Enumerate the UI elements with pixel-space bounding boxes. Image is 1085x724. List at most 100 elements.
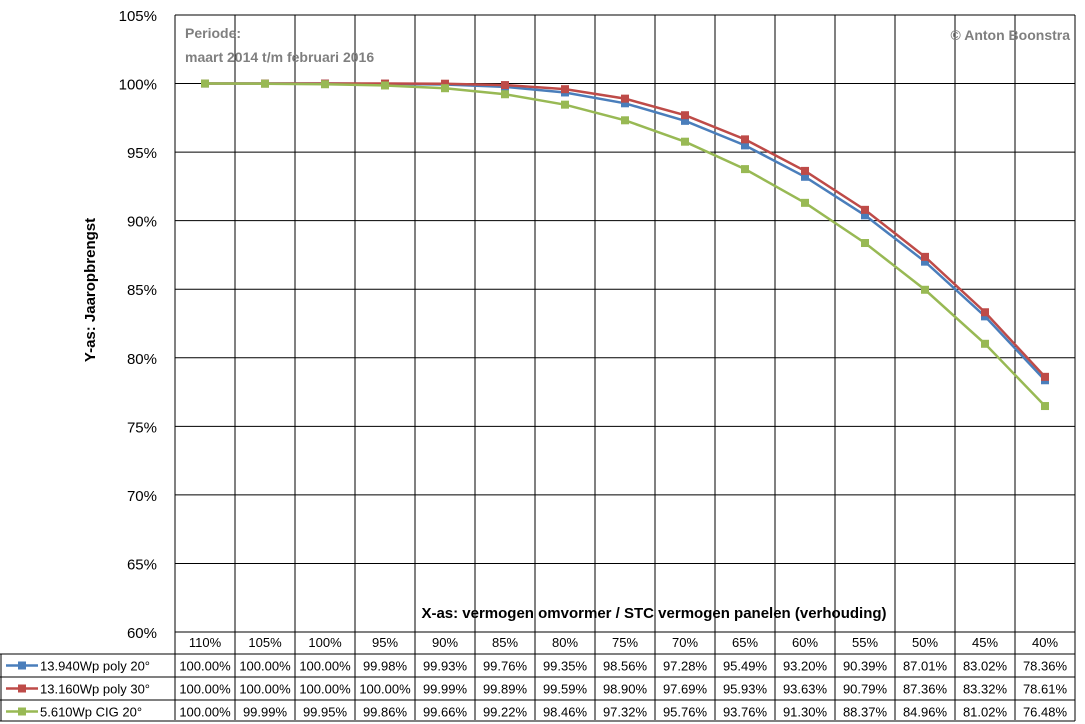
table-cell-value: 100.00% [299, 659, 351, 674]
grid-lines [174, 14, 1076, 721]
table-cell-value: 88.37% [843, 705, 888, 720]
y-tick-label: 95% [127, 145, 157, 162]
table-cell-value: 99.35% [543, 659, 588, 674]
table-cell-value: 87.01% [903, 659, 948, 674]
table-cell-value: 78.61% [1023, 682, 1068, 697]
x-tick-label: 50% [912, 635, 938, 650]
data-point [801, 198, 809, 207]
table-cell-value: 91.30% [783, 705, 828, 720]
y-tick-label: 60% [127, 625, 157, 642]
data-point [861, 205, 869, 214]
data-point [981, 308, 989, 317]
table-cell-value: 100.00% [179, 682, 231, 697]
x-tick-label: 60% [792, 635, 818, 650]
table-cell-value: 97.69% [663, 682, 708, 697]
series-line [205, 82, 1046, 378]
data-point [681, 111, 689, 120]
legend-key-marker [18, 661, 26, 670]
x-tick-label: 75% [612, 635, 638, 650]
data-point [501, 81, 509, 90]
table-cell-value: 93.63% [783, 682, 828, 697]
y-tick-label: 65% [127, 556, 157, 573]
table-cell-value: 98.56% [603, 659, 648, 674]
table-cell-value: 97.32% [603, 705, 648, 720]
x-tick-label: 80% [552, 635, 578, 650]
table-cell-value: 99.59% [543, 682, 588, 697]
x-tick-label: 55% [852, 635, 878, 650]
table-cell-value: 97.28% [663, 659, 708, 674]
y-tick-label: 90% [127, 214, 157, 231]
data-point [1041, 402, 1049, 411]
data-point [921, 257, 929, 266]
table-cell-value: 87.36% [903, 682, 948, 697]
copyright-text: © Anton Boonstra [951, 27, 1071, 43]
legend-series-name: 13.160Wp poly 30° [40, 682, 150, 697]
legend-series-name: 5.610Wp CIG 20° [40, 705, 142, 720]
data-point [861, 211, 869, 220]
data-point [261, 79, 269, 88]
data-point [321, 80, 329, 89]
x-tick-labels: 110% 105% 100% 95% 90% 85% 80% 75% 70% 65% 60% 55% 5… [189, 635, 1059, 650]
data-point [741, 141, 749, 150]
table-cell-value: 95.76% [663, 705, 708, 720]
table-cell-value: 93.76% [723, 705, 768, 720]
data-point [681, 116, 689, 125]
data-point [201, 79, 209, 88]
table-cell-value: 99.66% [423, 705, 468, 720]
data-point [1041, 372, 1049, 381]
table-cell-value: 99.89% [483, 682, 528, 697]
y-axis-label: Y-as: Jaaropbrengst [82, 218, 99, 362]
series-line [205, 82, 1046, 382]
x-axis-label: X-as: vermogen omvormer / STC vermogen p… [421, 605, 886, 622]
x-tick-label: 110% [189, 635, 222, 650]
data-point [681, 137, 689, 146]
y-tick-label: 75% [127, 419, 157, 436]
legend-key-marker [18, 684, 26, 693]
y-tick-label: 85% [127, 282, 157, 299]
data-point [441, 84, 449, 93]
table-cell-value: 100.00% [299, 682, 351, 697]
table-cell-value: 81.02% [963, 705, 1008, 720]
table-cell-value: 93.20% [783, 659, 828, 674]
x-tick-label: 95% [372, 635, 398, 650]
legend-key-marker [18, 707, 26, 716]
y-tick-label: 100% [119, 77, 157, 94]
data-point [621, 116, 629, 125]
x-tick-label: 105% [248, 635, 282, 650]
table-cell-value: 100.00% [179, 705, 231, 720]
table-cell-value: 95.49% [723, 659, 768, 674]
table-cell-value: 99.99% [243, 705, 288, 720]
data-point [981, 312, 989, 321]
period-label: Periode: [185, 25, 241, 41]
series-lines [201, 79, 1049, 411]
data-point [801, 172, 809, 181]
table-cell-value: 98.90% [603, 682, 648, 697]
data-point [981, 339, 989, 348]
data-point [441, 79, 449, 88]
table-cell-value: 99.95% [303, 705, 348, 720]
table-cell-value: 83.32% [963, 682, 1008, 697]
data-point [801, 166, 809, 175]
y-tick-label: 80% [127, 351, 157, 368]
x-tick-label: 65% [732, 635, 758, 650]
x-tick-label: 70% [672, 635, 698, 650]
table-cell-value: 98.46% [543, 705, 588, 720]
data-point [741, 135, 749, 144]
table-cell-value: 99.22% [483, 705, 528, 720]
data-point [561, 100, 569, 109]
table-cell-value: 95.93% [723, 682, 768, 697]
y-tick-labels: 60% 65% 70% 75% 80% 85% 90% 95% 100% 105% [119, 8, 157, 642]
data-point [381, 81, 389, 90]
x-tick-label: 90% [432, 635, 458, 650]
data-point [621, 99, 629, 108]
table-cell-value: 99.99% [423, 682, 468, 697]
data-table: 13.940Wp poly 20° 100.00% 100.00% 100.00% 99… [0, 653, 1075, 722]
x-tick-label: 45% [972, 635, 998, 650]
table-cell-value: 99.93% [423, 659, 468, 674]
table-cell-value: 84.96% [903, 705, 948, 720]
table-cell-value: 100.00% [239, 659, 291, 674]
table-cell-value: 100.00% [359, 682, 411, 697]
y-tick-label: 105% [119, 8, 157, 25]
data-point [561, 85, 569, 94]
